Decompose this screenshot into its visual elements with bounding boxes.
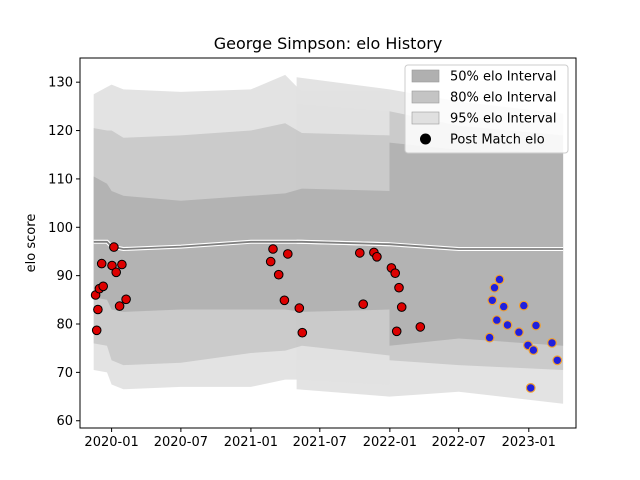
x-tick-label: 2022-07	[432, 435, 486, 450]
forecast-match-point	[552, 355, 563, 366]
forecast-match-point	[518, 300, 529, 311]
post-match-point	[109, 242, 119, 252]
x-tick-label: 2020-01	[84, 435, 138, 450]
legend-swatch	[411, 90, 440, 104]
forecast-match-point	[494, 274, 505, 285]
post-match-point	[268, 244, 278, 254]
post-match-point	[372, 251, 382, 262]
post-match-point	[96, 258, 107, 269]
chart-title: George Simpson: elo History	[214, 34, 443, 53]
post-match-point	[294, 303, 305, 313]
post-match-point	[358, 299, 369, 310]
legend-box	[404, 64, 569, 154]
forecast-match-point	[498, 301, 509, 312]
forecast-match-point	[489, 282, 500, 293]
x-axis: 2020-01 2020-07 2021-01 2021-07 2022-01 2022-…	[84, 428, 556, 450]
post-match-point	[415, 322, 426, 332]
legend-swatch	[411, 111, 440, 125]
y-tick-label: 80	[56, 318, 73, 333]
y-tick-label: 70	[56, 366, 73, 381]
post-match-point	[273, 269, 284, 280]
post-match-point	[283, 249, 293, 259]
forecast-match-point	[528, 345, 539, 356]
x-tick-label: 2022-01	[363, 435, 417, 450]
forecast-match-point	[502, 320, 513, 330]
post-match-point	[111, 267, 121, 278]
legend-label: Post Match elo	[450, 133, 545, 148]
post-match-point	[279, 295, 290, 306]
forecast-match-point	[484, 332, 495, 343]
y-tick-label: 90	[56, 269, 73, 284]
y-tick-label: 120	[48, 124, 73, 139]
post-match-point	[396, 302, 407, 312]
post-match-point	[394, 282, 404, 293]
legend-marker	[420, 133, 431, 145]
post-match-point	[117, 259, 127, 270]
y-tick-label: 60	[56, 414, 73, 429]
x-tick-label: 2021-07	[293, 435, 347, 450]
y-axis: 60 70 80 90 100 110 120 130	[48, 76, 80, 429]
post-match-point	[390, 268, 401, 279]
legend-swatch	[411, 69, 440, 83]
forecast-match-point	[525, 383, 536, 393]
post-match-points	[90, 242, 563, 393]
forecast-match-point	[531, 320, 541, 331]
x-tick-label: 2020-07	[154, 435, 208, 450]
x-tick-label: 2021-01	[224, 435, 278, 450]
legend-label: 95% elo Interval	[450, 112, 557, 127]
y-axis-label: elo score	[24, 214, 39, 273]
plot-frame	[79, 57, 577, 429]
history-mean-line	[93, 240, 390, 250]
y-tick-label: 110	[48, 172, 73, 187]
y-tick-label: 100	[48, 221, 73, 236]
forecast-match-point	[487, 295, 498, 306]
x-tick-label: 2023-01	[502, 435, 556, 450]
post-match-point	[107, 260, 117, 271]
post-match-point	[93, 304, 103, 315]
post-match-point	[121, 294, 131, 305]
y-tick-label: 130	[48, 76, 73, 91]
post-match-point	[91, 325, 102, 336]
post-match-point	[98, 281, 108, 292]
mean-lines	[93, 239, 564, 252]
forecast-match-point	[514, 327, 524, 338]
post-match-point	[391, 326, 402, 337]
post-match-point	[297, 327, 308, 338]
legend-label: 80% elo Interval	[450, 91, 557, 106]
post-match-point	[355, 248, 365, 258]
post-match-point	[265, 256, 276, 267]
legend-label: 50% elo Interval	[450, 70, 557, 85]
post-match-point	[114, 301, 125, 311]
forecast-match-point	[547, 338, 557, 348]
forecast-match-point	[491, 315, 502, 326]
legend: 50% elo Interval 80% elo Interval 95% elo …	[404, 64, 569, 154]
